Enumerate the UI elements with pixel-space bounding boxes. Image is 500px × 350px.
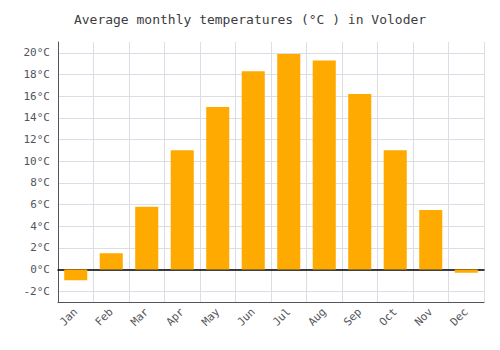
svg-text:Jul: Jul bbox=[270, 305, 293, 328]
svg-text:16°C: 16°C bbox=[24, 90, 51, 103]
svg-text:6°C: 6°C bbox=[30, 198, 50, 211]
svg-text:Oct: Oct bbox=[377, 305, 400, 328]
svg-text:20°C: 20°C bbox=[24, 46, 51, 59]
svg-text:Mar: Mar bbox=[128, 305, 151, 328]
svg-text:Nov: Nov bbox=[412, 305, 435, 328]
svg-text:4°C: 4°C bbox=[30, 220, 50, 233]
svg-text:2°C: 2°C bbox=[30, 241, 50, 254]
svg-text:Aug: Aug bbox=[306, 305, 329, 328]
svg-text:Dec: Dec bbox=[448, 305, 471, 328]
svg-text:Jun: Jun bbox=[235, 305, 258, 328]
svg-text:0°C: 0°C bbox=[30, 263, 50, 276]
svg-text:Feb: Feb bbox=[93, 305, 116, 328]
svg-text:8°C: 8°C bbox=[30, 176, 50, 189]
svg-text:12°C: 12°C bbox=[24, 133, 51, 146]
svg-text:Jan: Jan bbox=[57, 305, 80, 328]
svg-text:Sep: Sep bbox=[341, 305, 364, 328]
svg-text:-2°C: -2°C bbox=[24, 285, 51, 298]
svg-text:18°C: 18°C bbox=[24, 68, 51, 81]
svg-text:May: May bbox=[199, 305, 222, 328]
svg-text:Apr: Apr bbox=[164, 305, 187, 328]
svg-text:14°C: 14°C bbox=[24, 111, 51, 124]
svg-text:10°C: 10°C bbox=[24, 155, 51, 168]
svg-text:Average monthly temperatures (: Average monthly temperatures (°C ) in Vo… bbox=[74, 12, 426, 27]
